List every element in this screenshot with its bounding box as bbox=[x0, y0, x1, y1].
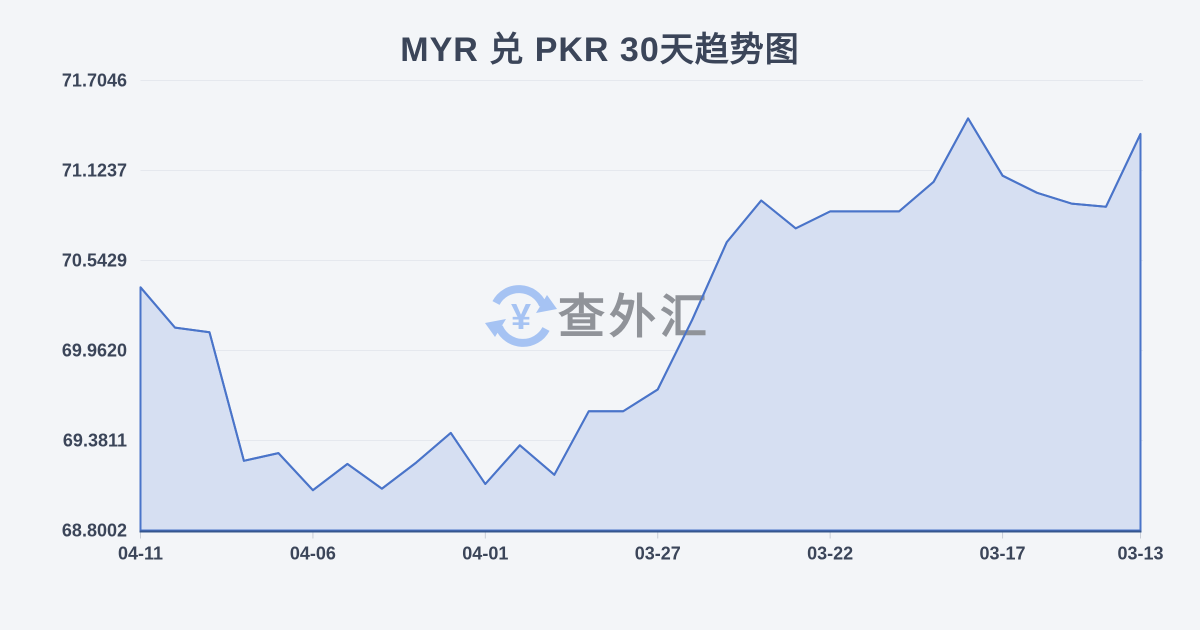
x-axis-label: 03-17 bbox=[980, 544, 1026, 564]
x-axis-label: 04-11 bbox=[118, 544, 163, 564]
x-axis-label: 03-13 bbox=[1117, 544, 1163, 564]
y-axis-label: 68.8002 bbox=[62, 521, 127, 541]
watermark: ¥ 查外汇 bbox=[485, 289, 711, 343]
y-axis-label: 71.7046 bbox=[62, 71, 127, 91]
y-axis-label: 71.1237 bbox=[62, 161, 127, 181]
watermark-yen-symbol: ¥ bbox=[511, 296, 531, 337]
x-axis-label: 03-27 bbox=[635, 544, 681, 564]
x-axis-label: 03-22 bbox=[807, 544, 853, 564]
y-axis-label: 69.9620 bbox=[62, 340, 127, 360]
x-axis-label: 04-01 bbox=[462, 544, 508, 564]
y-axis-label: 69.3811 bbox=[63, 430, 127, 450]
x-axis-label: 04-06 bbox=[290, 544, 336, 564]
trend-chart: 71.7046 71.1237 70.5429 69.9620 69.3811 68.80… bbox=[0, 0, 1200, 630]
watermark-text: 查外汇 bbox=[558, 290, 711, 343]
y-axis-label: 70.5429 bbox=[62, 250, 127, 270]
